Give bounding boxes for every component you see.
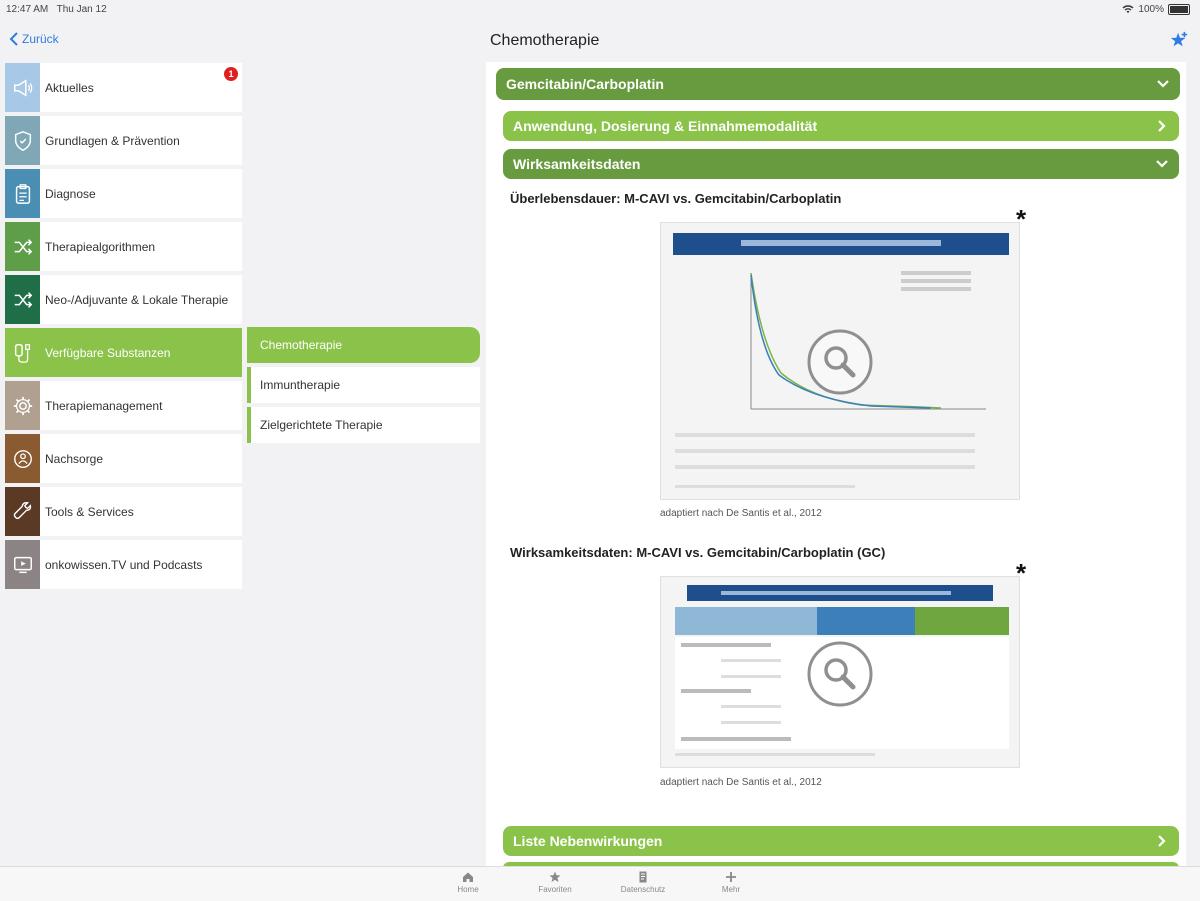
sidebar-item-onkowissen[interactable]: onkowissen.TV und Podcasts — [5, 540, 242, 589]
tab-datenschutz[interactable]: Datenschutz — [613, 871, 673, 894]
sidebar-item-label: Nachsorge — [45, 451, 104, 466]
star-icon — [549, 871, 561, 882]
chevron-left-icon — [9, 32, 18, 46]
tab-label: Datenschutz — [620, 885, 666, 894]
tab-label: Mehr — [721, 885, 741, 894]
zoom-icon[interactable] — [807, 329, 873, 395]
subnav-item-chemotherapie[interactable]: Chemotherapie — [247, 327, 480, 363]
survival-chart-thumbnail — [673, 233, 1009, 488]
shuffle-icon — [5, 275, 40, 324]
sidebar-item-aktuelles[interactable]: Aktuelles 1 — [5, 63, 242, 112]
figure2-title: Wirksamkeitsdaten: M-CAVI vs. Gemcitabin… — [510, 545, 886, 560]
section-label: Anwendung, Dosierung & Einnahmemodalität — [513, 118, 818, 134]
sidebar-item-substanzen[interactable]: Verfügbare Substanzen — [5, 328, 242, 377]
sidebar-item-diagnose[interactable]: Diagnose — [5, 169, 242, 218]
sidebar-item-label: Aktuelles — [45, 80, 94, 95]
battery-indicator: 100% — [1122, 4, 1190, 15]
gear-icon — [5, 381, 40, 430]
subnav-item-zielgerichtete[interactable]: Zielgerichtete Therapie — [247, 407, 480, 443]
favorite-star-icon[interactable] — [1170, 31, 1188, 49]
figure2-marker: * — [1016, 558, 1027, 588]
battery-percent: 100% — [1138, 4, 1164, 15]
sidebar-item-neoadjuvante[interactable]: Neo-/Adjuvante & Lokale Therapie — [5, 275, 242, 324]
battery-icon — [1168, 4, 1190, 15]
sidebar-item-label: Neo-/Adjuvante & Lokale Therapie — [45, 292, 229, 307]
zoom-icon[interactable] — [807, 641, 873, 707]
page-title: Chemotherapie — [490, 32, 600, 49]
section-nebenwirkungen[interactable]: Liste Nebenwirkungen — [503, 826, 1179, 856]
survival-chart-image[interactable] — [660, 222, 1020, 500]
person-cycle-icon — [5, 434, 40, 483]
substance-header[interactable]: Gemcitabin/Carboplatin — [496, 68, 1180, 100]
back-label: Zurück — [22, 32, 59, 46]
status-time: 12:47 AM Thu Jan 12 — [6, 4, 107, 15]
efficacy-table-image[interactable] — [660, 576, 1020, 768]
infusion-icon — [5, 328, 40, 377]
chevron-right-icon — [1158, 120, 1166, 132]
figure1-caption: adaptiert nach De Santis et al., 2012 — [660, 508, 822, 519]
tab-favoriten[interactable]: Favoriten — [525, 871, 585, 894]
efficacy-table-thumbnail — [675, 585, 1009, 756]
sidebar-item-therapiealgorithmen[interactable]: Therapiealgorithmen — [5, 222, 242, 271]
tab-bar: Home Favoriten Datenschutz Mehr — [0, 866, 1200, 901]
subnav-item-immuntherapie[interactable]: Immuntherapie — [247, 367, 480, 403]
section-anwendung[interactable]: Anwendung, Dosierung & Einnahmemodalität — [503, 111, 1179, 141]
figure1-marker: * — [1016, 204, 1027, 234]
home-icon — [463, 872, 473, 882]
sidebar-item-grundlagen[interactable]: Grundlagen & Prävention — [5, 116, 242, 165]
sidebar-item-therapiemanagement[interactable]: Therapiemanagement — [5, 381, 242, 430]
clipboard-icon — [5, 169, 40, 218]
subnav: Chemotherapie Immuntherapie Zielgerichte… — [247, 327, 480, 447]
wrench-icon — [5, 487, 40, 536]
sidebar-item-label: Grundlagen & Prävention — [45, 133, 180, 148]
content-panel: Gemcitabin/Carboplatin Anwendung, Dosier… — [486, 62, 1186, 866]
chevron-down-icon — [1157, 80, 1169, 88]
sidebar: Aktuelles 1 Grundlagen & Prävention Diag… — [5, 63, 242, 593]
sidebar-item-nachsorge[interactable]: Nachsorge — [5, 434, 242, 483]
figure2-caption: adaptiert nach De Santis et al., 2012 — [660, 777, 822, 788]
sidebar-item-label: Verfügbare Substanzen — [45, 345, 171, 360]
sidebar-item-tools[interactable]: Tools & Services — [5, 487, 242, 536]
tab-mehr[interactable]: Mehr — [701, 871, 761, 894]
sidebar-item-label: Therapiealgorithmen — [45, 239, 156, 254]
shuffle-icon — [5, 222, 40, 271]
document-icon — [639, 871, 647, 883]
sidebar-item-label: onkowissen.TV und Podcasts — [45, 557, 203, 572]
sidebar-item-label: Diagnose — [45, 186, 96, 201]
wifi-icon — [1122, 5, 1134, 13]
substance-header-label: Gemcitabin/Carboplatin — [506, 76, 664, 92]
shield-icon — [5, 116, 40, 165]
status-bar: 12:47 AM Thu Jan 12 100% — [0, 0, 1200, 20]
tab-home[interactable]: Home — [438, 871, 498, 894]
section-wirksamkeitsdaten[interactable]: Wirksamkeitsdaten — [503, 149, 1179, 179]
section-label: Liste Nebenwirkungen — [513, 833, 663, 849]
back-button[interactable]: Zurück — [8, 32, 59, 46]
chevron-right-icon — [1158, 835, 1166, 847]
chevron-down-icon — [1156, 160, 1168, 168]
sidebar-item-label: Tools & Services — [45, 504, 134, 519]
tab-label: Favoriten — [538, 885, 572, 894]
megaphone-icon — [5, 63, 40, 112]
sidebar-item-label: Therapiemanagement — [45, 398, 163, 413]
section-label: Wirksamkeitsdaten — [513, 156, 641, 172]
next-section-edge — [503, 862, 1179, 866]
tab-label: Home — [457, 885, 479, 894]
video-icon — [5, 540, 40, 589]
notification-badge: 1 — [224, 67, 238, 81]
plus-icon — [726, 872, 736, 882]
figure1-title: Überlebensdauer: M-CAVI vs. Gemcitabin/C… — [510, 191, 842, 206]
